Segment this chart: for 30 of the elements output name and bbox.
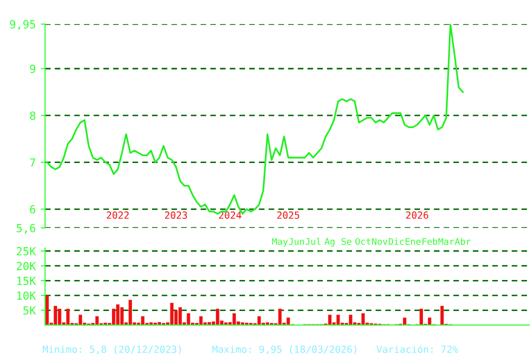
x-tick-label: Dic (388, 238, 404, 245)
x-tick-label: Feb (422, 238, 438, 245)
y-tick-label: 25K (16, 247, 36, 256)
x-tick-label: Ene (406, 238, 421, 245)
x-tick-label: 2025 (277, 211, 300, 219)
x-tick-label: 2026 (406, 211, 428, 219)
y-tick-label: 9 (30, 64, 36, 74)
x-tick-label: 2022 (106, 211, 129, 219)
x-tick-label: Se (342, 238, 352, 245)
x-tick-label: Oct (355, 238, 370, 245)
x-tick-label: 2023 (165, 211, 187, 219)
y-tick-label: 10K (17, 291, 36, 300)
y-tick-label: 6 (30, 205, 36, 214)
x-tick-label: Jul (306, 238, 320, 245)
text: Minimo: 5,8 (20/12/2023) (42, 345, 181, 354)
x-tick-label: Mar (438, 238, 454, 245)
x-tick-label: Nov (372, 238, 388, 245)
x-tick-label: Abr (454, 238, 471, 245)
x-tick-label: Ag (324, 238, 334, 247)
y-tick-label: 7 (30, 158, 36, 167)
x-tick-label: Jun (288, 238, 304, 245)
y-tick-label: 8 (30, 111, 36, 120)
y-tick-label: 5K (23, 306, 36, 315)
y-tick-label: 15K (17, 276, 36, 286)
text: Variación: 72% (376, 345, 458, 353)
y-tick-label: 20K (16, 262, 36, 270)
y-tick-label: 9,95 (10, 20, 36, 30)
x-tick-label: May (272, 238, 288, 247)
text: Maximo: 9,95 (18/03/2026) (212, 345, 356, 354)
y-tick-label: 5,6 (16, 224, 36, 234)
